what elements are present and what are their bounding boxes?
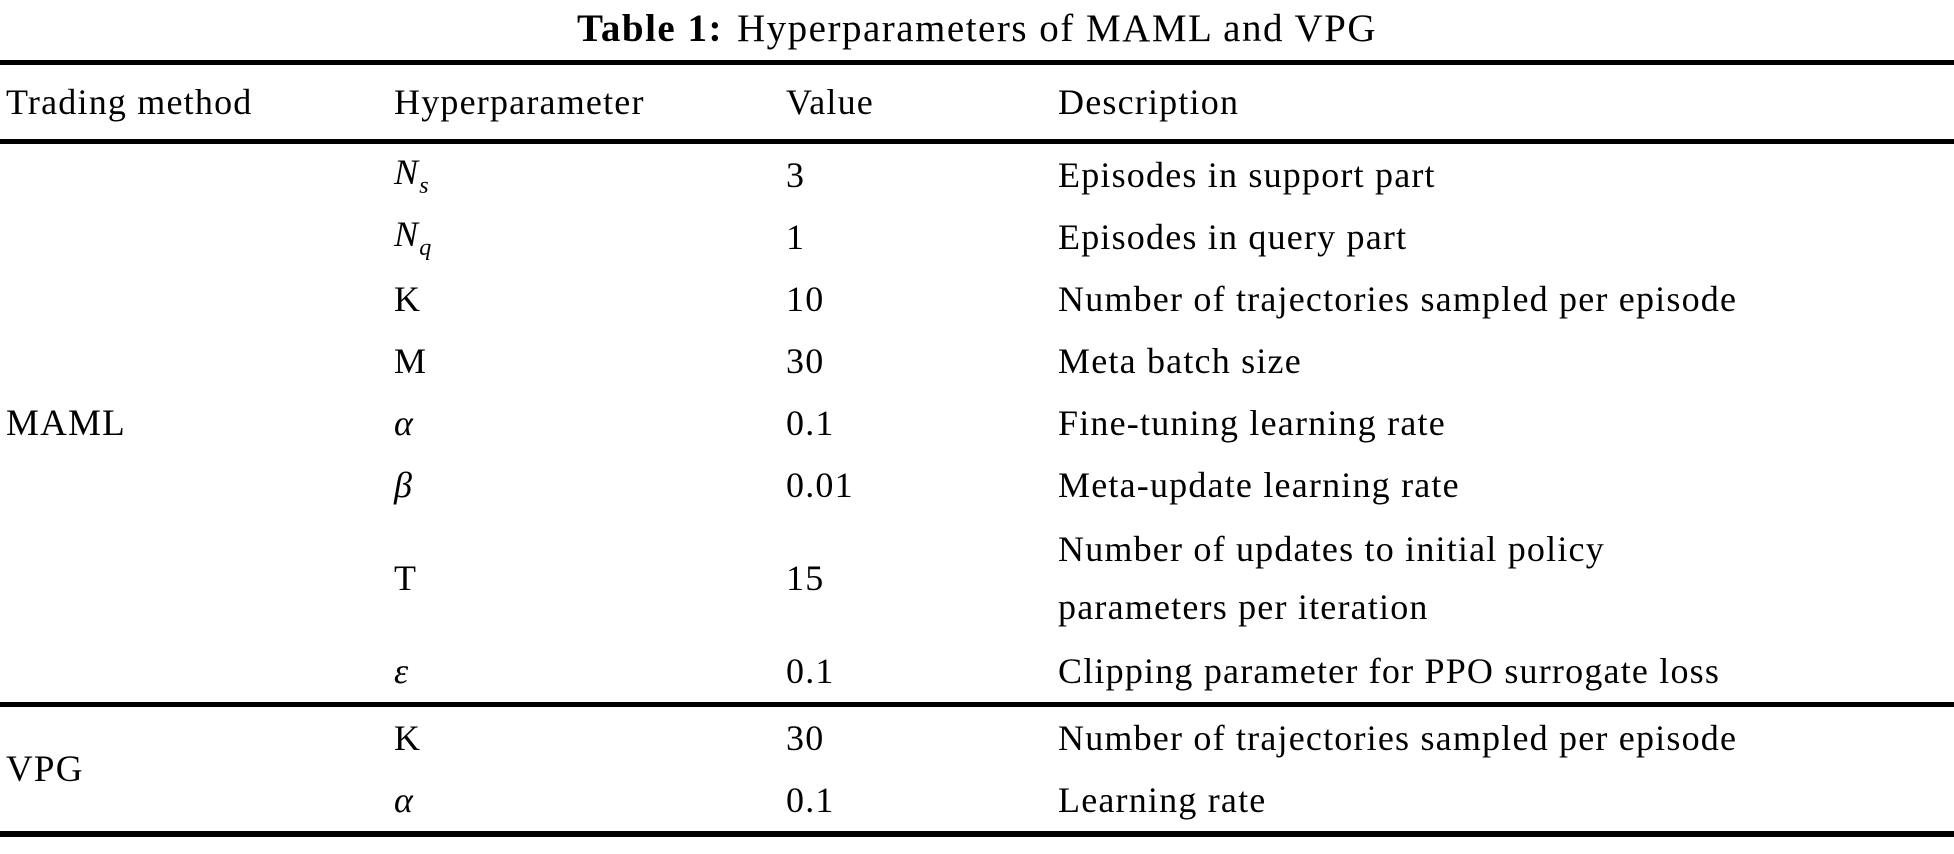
description-cell: Meta batch size	[1058, 341, 1302, 381]
section-maml: MAML Ns 3 Episodes in support part Nq 1 …	[0, 142, 1954, 705]
column-header-value: Value	[786, 62, 1058, 144]
value-cell: 3	[786, 155, 806, 195]
param-symbol: M	[394, 341, 428, 381]
table-caption: Table 1: Hyperparameters of MAML and VPG	[0, 0, 1954, 60]
value-cell: 0.1	[786, 780, 835, 820]
description-cell: Episodes in query part	[1058, 217, 1408, 257]
param-cell: ε	[394, 640, 786, 705]
description-cell: Clipping parameter for PPO surrogate los…	[1058, 651, 1721, 691]
table-row: K 10 Number of trajectories sampled per …	[0, 268, 1954, 330]
param-cell: K	[394, 705, 786, 770]
method-cell-maml: MAML	[6, 402, 126, 444]
column-header-trading-method: Trading method	[0, 62, 394, 144]
table-row: MAML Ns 3 Episodes in support part	[0, 142, 1954, 444]
table-row: ε 0.1 Clipping parameter for PPO surroga…	[0, 640, 1954, 705]
description-cell: Number of trajectories sampled per episo…	[1058, 718, 1738, 758]
value-cell: 15	[786, 558, 825, 598]
method-cell-vpg: VPG	[6, 748, 84, 790]
param-cell: α	[394, 392, 786, 454]
param-cell: T	[394, 516, 786, 640]
table-row: VPG K 30 Number of trajectories sampled …	[0, 705, 1954, 790]
description-line-1: Number of updates to initial policy	[1058, 529, 1605, 569]
param-symbol: N	[394, 151, 420, 192]
param-cell: β	[394, 454, 786, 516]
param-symbol: N	[394, 213, 420, 254]
table-row: α 0.1 Learning rate	[0, 769, 1954, 834]
value-cell: 30	[786, 718, 825, 758]
value-cell: 0.01	[786, 465, 854, 505]
param-symbol: ε	[394, 651, 410, 691]
value-cell: 0.1	[786, 651, 835, 691]
hyperparameters-table: Trading method Hyperparameter Value Desc…	[0, 60, 1954, 837]
column-header-description: Description	[1058, 62, 1954, 144]
param-cell: Ns	[394, 142, 786, 207]
table-row: M 30 Meta batch size	[0, 330, 1954, 392]
param-cell: α	[394, 769, 786, 834]
param-subscript: q	[419, 234, 432, 261]
section-vpg: VPG K 30 Number of trajectories sampled …	[0, 704, 1954, 835]
table-row: α 0.1 Fine-tuning learning rate	[0, 392, 1954, 454]
table-caption-label: Table 1:	[576, 7, 723, 50]
header-row: Trading method Hyperparameter Value Desc…	[0, 62, 1954, 144]
value-cell: 30	[786, 341, 825, 381]
value-cell: 10	[786, 279, 825, 319]
description-cell: Number of trajectories sampled per episo…	[1058, 279, 1738, 319]
param-cell: Nq	[394, 206, 786, 268]
value-cell: 1	[786, 217, 806, 257]
param-symbol: α	[394, 780, 415, 820]
description-line-2: parameters per iteration	[1058, 587, 1429, 627]
param-subscript: s	[419, 172, 429, 199]
description-cell: Number of updates to initial policy para…	[1058, 516, 1954, 640]
table-row: T 15 Number of updates to initial policy…	[0, 516, 1954, 640]
param-symbol: K	[394, 279, 422, 319]
description-cell: Meta-update learning rate	[1058, 465, 1460, 505]
table-caption-text: Hyperparameters of MAML and VPG	[736, 7, 1378, 50]
table-row: Nq 1 Episodes in query part	[0, 206, 1954, 268]
column-header-hyperparameter: Hyperparameter	[394, 62, 786, 144]
param-cell: K	[394, 268, 786, 330]
table-row: β 0.01 Meta-update learning rate	[0, 454, 1954, 516]
description-cell: Fine-tuning learning rate	[1058, 403, 1446, 443]
param-symbol: K	[394, 718, 422, 758]
value-cell: 0.1	[786, 403, 835, 443]
description-cell: Learning rate	[1058, 780, 1267, 820]
param-symbol: β	[394, 465, 414, 505]
param-cell: M	[394, 330, 786, 392]
param-symbol: T	[394, 558, 418, 598]
table-header: Trading method Hyperparameter Value Desc…	[0, 62, 1954, 144]
description-cell: Episodes in support part	[1058, 155, 1436, 195]
param-symbol: α	[394, 403, 415, 443]
